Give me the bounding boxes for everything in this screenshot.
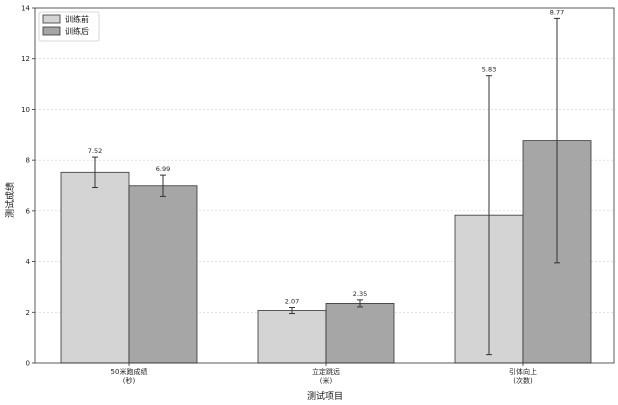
data-label: 2.07 [285, 297, 299, 305]
bar [325, 303, 395, 364]
x-axis-title: 测试项目 [307, 390, 343, 402]
x-axis: 50米跑成绩(秒) 立定跳远(米) 引体向上(次数) [111, 363, 537, 385]
data-label: 2.35 [353, 290, 367, 298]
legend-swatch [42, 14, 61, 24]
y-tick-label: 8 [26, 157, 30, 165]
error-bars [92, 17, 560, 356]
y-tick-label: 0 [26, 360, 30, 368]
y-axis: 0 2 4 6 8 10 12 14 [21, 5, 35, 368]
x-tick-label: 引体向上 [509, 367, 537, 376]
x-tick-label: (米) [320, 376, 333, 385]
data-label: 7.52 [88, 147, 102, 155]
y-tick-label: 10 [21, 106, 30, 114]
x-tick-label: 立定跳远 [312, 367, 340, 376]
x-tick-label: (次数) [513, 376, 533, 385]
bar [60, 171, 130, 364]
y-tick-label: 14 [21, 5, 30, 13]
y-tick-label: 12 [21, 55, 30, 63]
legend-swatch [42, 26, 61, 36]
x-tick-label: (秒) [123, 376, 136, 385]
bar [128, 185, 198, 364]
data-label: 5.83 [482, 66, 496, 74]
bars [60, 140, 592, 364]
data-label: 8.77 [550, 8, 564, 16]
data-labels: 7.52 6.99 2.07 2.35 5.83 8.77 [88, 8, 564, 305]
y-tick-label: 4 [26, 258, 31, 266]
y-tick-label: 6 [26, 207, 31, 215]
legend-label: 训练后 [65, 26, 89, 36]
data-label: 6.99 [156, 165, 170, 173]
y-tick-label: 2 [26, 309, 30, 317]
x-tick-label: 50米跑成绩 [111, 367, 148, 376]
bar [257, 310, 327, 364]
plot-frame [34, 7, 615, 364]
y-axis-title: 测试成绩 [4, 182, 16, 218]
legend-label: 训练前 [65, 14, 89, 24]
